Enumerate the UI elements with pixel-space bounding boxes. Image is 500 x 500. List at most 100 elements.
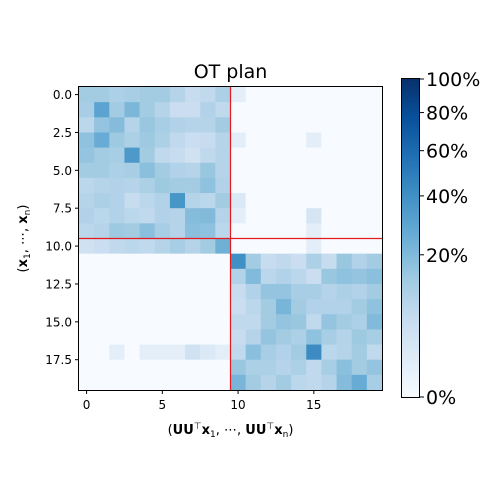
heatmap-cell <box>169 299 186 315</box>
heatmap-cell <box>124 283 140 300</box>
heatmap-cell <box>200 238 216 255</box>
heatmap-cell <box>275 268 292 285</box>
heatmap-cell <box>291 87 307 103</box>
heatmap-cell <box>321 102 337 118</box>
heatmap-cell <box>291 162 307 179</box>
heatmap-cell <box>124 193 140 209</box>
heatmap-cell <box>245 374 262 391</box>
heatmap-cell <box>260 268 277 285</box>
heatmap-cell <box>275 117 292 133</box>
heatmap-cell <box>185 132 201 148</box>
heatmap-cell <box>245 223 262 239</box>
heatmap-cell <box>109 177 125 194</box>
heatmap-cell <box>154 344 171 361</box>
colorbar-tick-label: 40% <box>426 186 468 208</box>
heatmap-cell <box>291 253 307 270</box>
heatmap-cell <box>185 268 201 285</box>
heatmap-cell <box>109 193 125 209</box>
heatmap-cell <box>291 299 307 315</box>
heatmap-cell <box>154 329 171 345</box>
heatmap-cell <box>260 147 277 164</box>
heatmap-cell <box>306 314 322 330</box>
heatmap-cell <box>169 344 186 361</box>
heatmap-cell <box>260 283 277 300</box>
heatmap-cell <box>154 162 171 179</box>
heatmap-cell <box>200 102 216 118</box>
heatmap-cell <box>94 329 110 345</box>
heatmap-cell <box>185 344 201 361</box>
heatmap-cell <box>336 132 353 148</box>
heatmap-cell <box>275 238 292 255</box>
heatmap-cell <box>139 147 156 164</box>
heatmap-cell <box>245 87 262 103</box>
heatmap-cell <box>230 359 247 376</box>
heatmap-cell <box>185 223 201 239</box>
heatmap-cell <box>351 374 368 391</box>
heatmap-cell <box>336 162 353 179</box>
heatmap-cell <box>260 299 277 315</box>
heatmap-cell <box>124 208 140 224</box>
heatmap-cell <box>185 374 201 391</box>
heatmap-cell <box>336 268 353 285</box>
heatmap-cell <box>366 193 383 209</box>
heatmap-cell <box>306 208 322 224</box>
heatmap-cell <box>260 208 277 224</box>
heatmap-cell <box>139 329 156 345</box>
heatmap-cell <box>351 268 368 285</box>
heatmap-cell <box>230 329 247 345</box>
heatmap-cell <box>230 253 247 270</box>
heatmap-cell <box>351 117 368 133</box>
heatmap-cell <box>139 238 156 255</box>
heatmap-cell <box>139 283 156 300</box>
heatmap-cell <box>124 299 140 315</box>
heatmap-cell <box>94 193 110 209</box>
heatmap-cell <box>291 344 307 361</box>
heatmap-cell <box>109 208 125 224</box>
divider-lines <box>79 87 382 390</box>
heatmap-cell <box>139 208 156 224</box>
heatmap-cell <box>124 253 140 270</box>
heatmap-cell <box>366 177 383 194</box>
x-tick-label: 5 <box>159 398 167 412</box>
chart-title: OT plan <box>194 61 268 83</box>
heatmap-cell <box>366 147 383 164</box>
heatmap-cell <box>215 87 231 103</box>
heatmap-cell <box>154 299 171 315</box>
heatmap-cell <box>230 283 247 300</box>
heatmap-cell <box>109 329 125 345</box>
heatmap-cell <box>275 87 292 103</box>
colorbar: 0% 20% 40% 60% 80% 100% <box>401 69 480 409</box>
heatmap-cell <box>260 87 277 103</box>
heatmap-cell <box>366 162 383 179</box>
heatmap-cell <box>94 223 110 239</box>
heatmap-cell <box>245 329 262 345</box>
heatmap-cell <box>139 193 156 209</box>
heatmap-cell <box>306 299 322 315</box>
heatmap-cell <box>260 117 277 133</box>
heatmap-cell <box>124 329 140 345</box>
heatmap-cell <box>306 374 322 391</box>
heatmap-cell <box>154 102 171 118</box>
heatmap-cell <box>230 102 247 118</box>
heatmap-cell <box>351 193 368 209</box>
heatmap-cell <box>185 102 201 118</box>
heatmap-cell <box>139 132 156 148</box>
heatmap-cell <box>139 268 156 285</box>
heatmap-cell <box>275 177 292 194</box>
heatmap-cell <box>139 299 156 315</box>
heatmap-cell <box>200 359 216 376</box>
heatmap-cell <box>351 344 368 361</box>
heatmap-cell <box>260 238 277 255</box>
heatmap-cell <box>291 329 307 345</box>
heatmap-cell <box>230 193 247 209</box>
heatmap-cell <box>169 162 186 179</box>
heatmap-cell <box>200 299 216 315</box>
heatmap-cell <box>200 87 216 103</box>
heatmap-cell <box>215 329 231 345</box>
heatmap-cell <box>215 268 231 285</box>
heatmap-cell <box>215 283 231 300</box>
heatmap-cell <box>200 314 216 330</box>
colorbar-tick-label: 60% <box>426 141 468 163</box>
heatmap-cell <box>351 359 368 376</box>
heatmap-cell <box>154 117 171 133</box>
